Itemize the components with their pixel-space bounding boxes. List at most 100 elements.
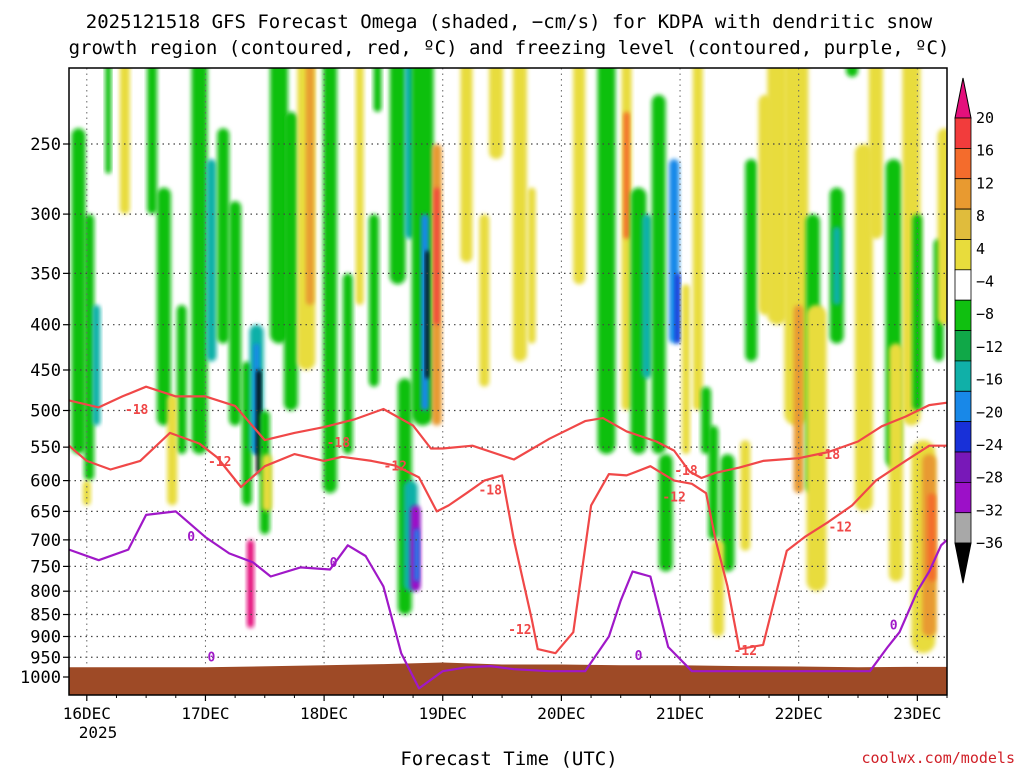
- contour-label: -12: [508, 623, 531, 638]
- omega-cell: [832, 226, 841, 305]
- omega-cell: [368, 214, 379, 387]
- omega-cell: [708, 425, 719, 540]
- year-label: 2025: [79, 723, 118, 742]
- contour-label: -12: [208, 455, 231, 470]
- colorbar-cell: [954, 269, 972, 301]
- colorbar-label: −32: [976, 501, 1003, 519]
- omega-cell: [767, 68, 788, 325]
- y-tick-label: 750: [30, 557, 61, 577]
- colorbar-label: −8: [976, 305, 994, 323]
- omega-cell: [167, 394, 178, 506]
- omega-cell: [868, 68, 883, 239]
- omega-cell: [460, 68, 473, 263]
- x-tick-label: 23DEC: [893, 704, 941, 723]
- omega-cell: [573, 68, 586, 285]
- y-tick-label: 350: [30, 264, 61, 284]
- contour-line: [69, 510, 947, 690]
- omega-cell: [745, 159, 758, 362]
- omega-cell: [912, 214, 923, 411]
- chart-title-line-1: 2025121518 GFS Forecast Omega (shaded, −…: [86, 11, 933, 33]
- contour-label: -12: [662, 490, 685, 505]
- y-axis: 2503003504004505005506006507007508008509…: [20, 135, 69, 688]
- colorbar-cell: [954, 512, 972, 544]
- omega-cell: [229, 201, 242, 426]
- y-tick-label: 300: [30, 205, 61, 225]
- colorbar-label: −12: [976, 338, 1003, 356]
- omega-cell: [641, 214, 652, 379]
- x-tick-label: 17DEC: [181, 704, 229, 723]
- omega-cell: [692, 68, 703, 411]
- y-tick-label: 850: [30, 606, 61, 626]
- omega-cell: [720, 454, 735, 572]
- colorbar-cell: [954, 421, 972, 453]
- contour-label: 0: [890, 618, 898, 633]
- colorbar-label: 8: [976, 207, 985, 225]
- omega-cell: [119, 68, 130, 215]
- omega-cell: [92, 305, 101, 426]
- omega-cell: [425, 250, 430, 379]
- omega-cell: [512, 68, 527, 362]
- colorbar-label: −4: [976, 273, 994, 291]
- colorbar-cell: [954, 239, 972, 271]
- x-tick-label: 20DEC: [537, 704, 585, 723]
- omega-cell: [283, 111, 298, 411]
- x-axis-label: Forecast Time (UTC): [400, 748, 617, 768]
- colorbar-arrow-bottom: [954, 542, 972, 584]
- colorbar-cell: [954, 481, 972, 514]
- colorbar-label: 16: [976, 142, 994, 160]
- y-tick-label: 900: [30, 627, 61, 647]
- omega-cell: [806, 305, 827, 592]
- omega-cell: [105, 68, 112, 174]
- omega-cell: [479, 214, 490, 387]
- omega-cell: [206, 159, 217, 362]
- y-tick-label: 650: [30, 502, 61, 522]
- contour-label: 0: [635, 649, 643, 664]
- y-tick-label: 400: [30, 316, 61, 336]
- contour-label: -18: [125, 403, 149, 418]
- omega-cell: [675, 273, 681, 344]
- omega-cell: [342, 273, 353, 455]
- colorbar-cell: [954, 390, 972, 423]
- omega-cell: [937, 128, 947, 325]
- colorbar-arrow-top: [954, 77, 972, 119]
- colorbar-label: −20: [976, 403, 1003, 421]
- x-tick-label: 16DEC: [63, 704, 111, 723]
- omega-cell: [84, 214, 95, 481]
- x-tick-label: 21DEC: [656, 704, 704, 723]
- omega-cell: [147, 68, 158, 215]
- omega-cell: [854, 144, 873, 512]
- omega-cell: [682, 284, 690, 455]
- omega-cell: [527, 187, 536, 344]
- colorbar-cell: [954, 360, 972, 392]
- y-tick-label: 1000: [20, 668, 61, 688]
- colorbar-cell: [954, 208, 972, 240]
- contour-label: 0: [207, 650, 215, 665]
- omega-cell: [156, 187, 171, 426]
- y-tick-label: 950: [30, 648, 61, 668]
- omega-cell: [846, 68, 859, 77]
- chart-title-line-2: growth region (contoured, red, ºC) and f…: [69, 37, 950, 59]
- contour-label: 0: [330, 556, 338, 571]
- colorbar-cell: [954, 178, 972, 210]
- colorbar-label: −36: [976, 534, 1003, 552]
- omega-cell: [373, 68, 382, 112]
- y-tick-label: 600: [30, 472, 61, 492]
- omega-cell: [489, 68, 504, 160]
- omega-cell: [389, 68, 406, 285]
- y-tick-label: 550: [30, 438, 61, 458]
- colorbar-label: −16: [976, 371, 1003, 389]
- contours: [69, 385, 947, 690]
- omega-cell: [262, 454, 273, 512]
- contour-label: -12: [828, 520, 851, 535]
- colorbar-label: −28: [976, 469, 1003, 487]
- y-tick-label: 800: [30, 582, 61, 602]
- contour-line: [69, 431, 947, 655]
- omega-cell: [323, 68, 337, 494]
- x-axis: 16DEC 17DEC 18DEC 19DEC 20DEC 21DEC 22DEC 23DEC: [63, 695, 948, 723]
- omega-cell: [623, 111, 630, 239]
- colorbar-cell: [954, 147, 972, 180]
- omega-cell: [270, 68, 288, 344]
- contour-line: [69, 385, 947, 480]
- omega-cell: [597, 68, 616, 455]
